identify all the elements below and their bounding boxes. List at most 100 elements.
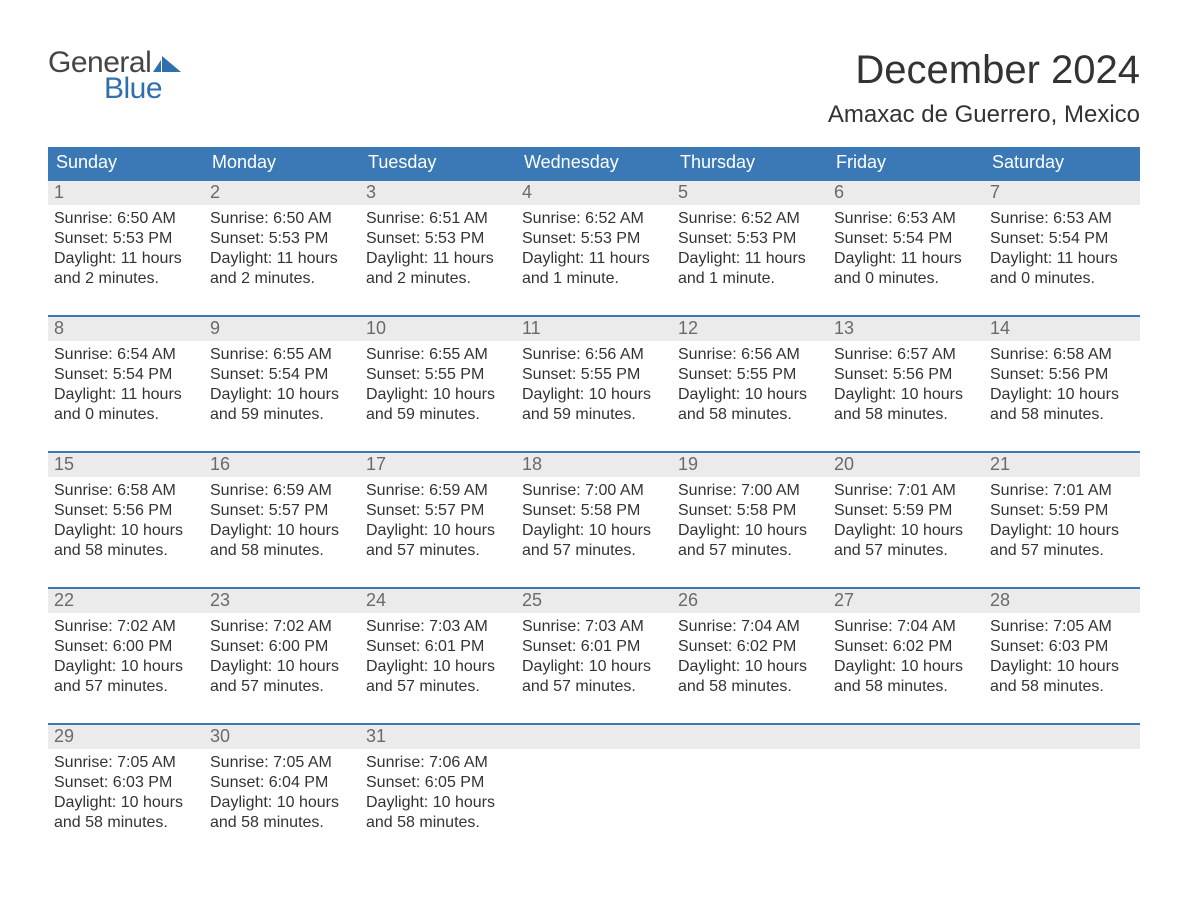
day-cell: Sunrise: 7:05 AMSunset: 6:04 PMDaylight:… xyxy=(204,749,360,837)
day-cell: Sunrise: 7:03 AMSunset: 6:01 PMDaylight:… xyxy=(360,613,516,701)
sunrise-text: Sunrise: 6:59 AM xyxy=(366,481,510,501)
day-cell xyxy=(672,749,828,837)
day-cell: Sunrise: 7:01 AMSunset: 5:59 PMDaylight:… xyxy=(984,477,1140,565)
daynum-row: 22232425262728 xyxy=(48,589,1140,613)
daylight-text-2: and 59 minutes. xyxy=(522,405,666,425)
day-number xyxy=(672,725,828,749)
day-number: 25 xyxy=(516,589,672,613)
day-number: 10 xyxy=(360,317,516,341)
sunrise-text: Sunrise: 6:59 AM xyxy=(210,481,354,501)
day-cell: Sunrise: 6:56 AMSunset: 5:55 PMDaylight:… xyxy=(672,341,828,429)
sunrise-text: Sunrise: 6:55 AM xyxy=(366,345,510,365)
sunset-text: Sunset: 6:03 PM xyxy=(54,773,198,793)
logo-text-blue: Blue xyxy=(104,74,181,104)
day-cell: Sunrise: 7:03 AMSunset: 6:01 PMDaylight:… xyxy=(516,613,672,701)
daylight-text-2: and 1 minute. xyxy=(678,269,822,289)
sunrise-text: Sunrise: 7:05 AM xyxy=(54,753,198,773)
daylight-text-2: and 2 minutes. xyxy=(210,269,354,289)
sunrise-text: Sunrise: 6:52 AM xyxy=(678,209,822,229)
sunrise-text: Sunrise: 7:00 AM xyxy=(522,481,666,501)
sunrise-text: Sunrise: 7:06 AM xyxy=(366,753,510,773)
logo: General Blue xyxy=(48,48,181,104)
day-cell: Sunrise: 6:50 AMSunset: 5:53 PMDaylight:… xyxy=(48,205,204,293)
weekday-label: Thursday xyxy=(672,147,828,179)
flag-icon xyxy=(153,52,181,72)
sunset-text: Sunset: 5:54 PM xyxy=(54,365,198,385)
daylight-text-1: Daylight: 11 hours xyxy=(54,249,198,269)
sunset-text: Sunset: 6:02 PM xyxy=(678,637,822,657)
sunset-text: Sunset: 6:03 PM xyxy=(990,637,1134,657)
daylight-text-2: and 58 minutes. xyxy=(54,813,198,833)
daylight-text-1: Daylight: 10 hours xyxy=(366,521,510,541)
sunset-text: Sunset: 6:05 PM xyxy=(366,773,510,793)
daynum-row: 15161718192021 xyxy=(48,453,1140,477)
sunset-text: Sunset: 5:57 PM xyxy=(366,501,510,521)
daylight-text-2: and 57 minutes. xyxy=(678,541,822,561)
daylight-text-1: Daylight: 10 hours xyxy=(834,521,978,541)
weekday-label: Wednesday xyxy=(516,147,672,179)
daylight-text-2: and 58 minutes. xyxy=(678,677,822,697)
day-number xyxy=(828,725,984,749)
sunset-text: Sunset: 5:53 PM xyxy=(522,229,666,249)
day-number: 14 xyxy=(984,317,1140,341)
day-number: 16 xyxy=(204,453,360,477)
weekday-label: Saturday xyxy=(984,147,1140,179)
day-cells: Sunrise: 7:02 AMSunset: 6:00 PM Daylight:… xyxy=(48,613,1140,701)
daylight-text-1: Daylight: 10 hours xyxy=(522,521,666,541)
daynum-row: 891011121314 xyxy=(48,317,1140,341)
day-number: 5 xyxy=(672,181,828,205)
day-number: 9 xyxy=(204,317,360,341)
day-cell: Sunrise: 6:50 AMSunset: 5:53 PMDaylight:… xyxy=(204,205,360,293)
sunset-text: Sunset: 5:56 PM xyxy=(54,501,198,521)
day-number: 11 xyxy=(516,317,672,341)
day-number: 20 xyxy=(828,453,984,477)
sunset-text: Sunset: 6:00 PM xyxy=(54,637,198,657)
day-cell: Sunrise: 7:06 AMSunset: 6:05 PMDaylight:… xyxy=(360,749,516,837)
day-number: 31 xyxy=(360,725,516,749)
daylight-text-2: and 58 minutes. xyxy=(990,677,1134,697)
sunrise-text: Sunrise: 6:53 AM xyxy=(834,209,978,229)
daylight-text-1: Daylight: 10 hours xyxy=(678,521,822,541)
week-row: 22232425262728Sunrise: 7:02 AMSunset: 6:… xyxy=(48,587,1140,701)
daylight-text-2: and 57 minutes. xyxy=(522,677,666,697)
sunset-text: Sunset: 5:55 PM xyxy=(366,365,510,385)
sunrise-text: Sunrise: 7:03 AM xyxy=(366,617,510,637)
sunrise-text: Sunrise: 6:52 AM xyxy=(522,209,666,229)
week-row: 15161718192021Sunrise: 6:58 AMSunset: 5:… xyxy=(48,451,1140,565)
sunset-text: Sunset: 5:58 PM xyxy=(522,501,666,521)
day-cells: Sunrise: 6:54 AMSunset: 5:54 PMDaylight:… xyxy=(48,341,1140,429)
sunrise-text: Sunrise: 7:02 AM xyxy=(54,617,198,637)
sunrise-text: Sunrise: 7:01 AM xyxy=(834,481,978,501)
title-block: December 2024 Amaxac de Guerrero, Mexico xyxy=(828,48,1140,143)
day-cell: Sunrise: 7:04 AMSunset: 6:02 PMDaylight:… xyxy=(672,613,828,701)
weekday-label: Friday xyxy=(828,147,984,179)
weekday-label: Tuesday xyxy=(360,147,516,179)
daylight-text-2: and 2 minutes. xyxy=(366,269,510,289)
sunrise-text: Sunrise: 7:04 AM xyxy=(678,617,822,637)
day-cell: Sunrise: 7:02 AMSunset: 6:00 PMDaylight:… xyxy=(48,613,204,701)
daylight-text-1: Daylight: 10 hours xyxy=(990,521,1134,541)
day-number: 3 xyxy=(360,181,516,205)
day-cells: Sunrise: 7:05 AMSunset: 6:03 PMDaylight:… xyxy=(48,749,1140,837)
daylight-text-1: Daylight: 10 hours xyxy=(54,793,198,813)
daylight-text-2: and 59 minutes. xyxy=(210,405,354,425)
daylight-text-1: Daylight: 10 hours xyxy=(210,657,354,677)
day-cell: Sunrise: 7:00 AMSunset: 5:58 PMDaylight:… xyxy=(516,477,672,565)
daylight-text-2: and 57 minutes. xyxy=(522,541,666,561)
daylight-text-1: Daylight: 11 hours xyxy=(990,249,1134,269)
day-cell xyxy=(516,749,672,837)
sunset-text: Sunset: 6:04 PM xyxy=(210,773,354,793)
daylight-text-1: Daylight: 10 hours xyxy=(990,385,1134,405)
sunrise-text: Sunrise: 7:05 AM xyxy=(990,617,1134,637)
day-number: 27 xyxy=(828,589,984,613)
day-number: 12 xyxy=(672,317,828,341)
daylight-text-2: and 57 minutes. xyxy=(990,541,1134,561)
sunrise-text: Sunrise: 6:58 AM xyxy=(990,345,1134,365)
daylight-text-1: Daylight: 11 hours xyxy=(678,249,822,269)
day-cell: Sunrise: 6:59 AMSunset: 5:57 PMDaylight:… xyxy=(204,477,360,565)
day-number: 17 xyxy=(360,453,516,477)
day-number: 26 xyxy=(672,589,828,613)
sunrise-text: Sunrise: 6:55 AM xyxy=(210,345,354,365)
day-cell: Sunrise: 7:01 AMSunset: 5:59 PMDaylight:… xyxy=(828,477,984,565)
day-cell: Sunrise: 6:53 AMSunset: 5:54 PMDaylight:… xyxy=(828,205,984,293)
